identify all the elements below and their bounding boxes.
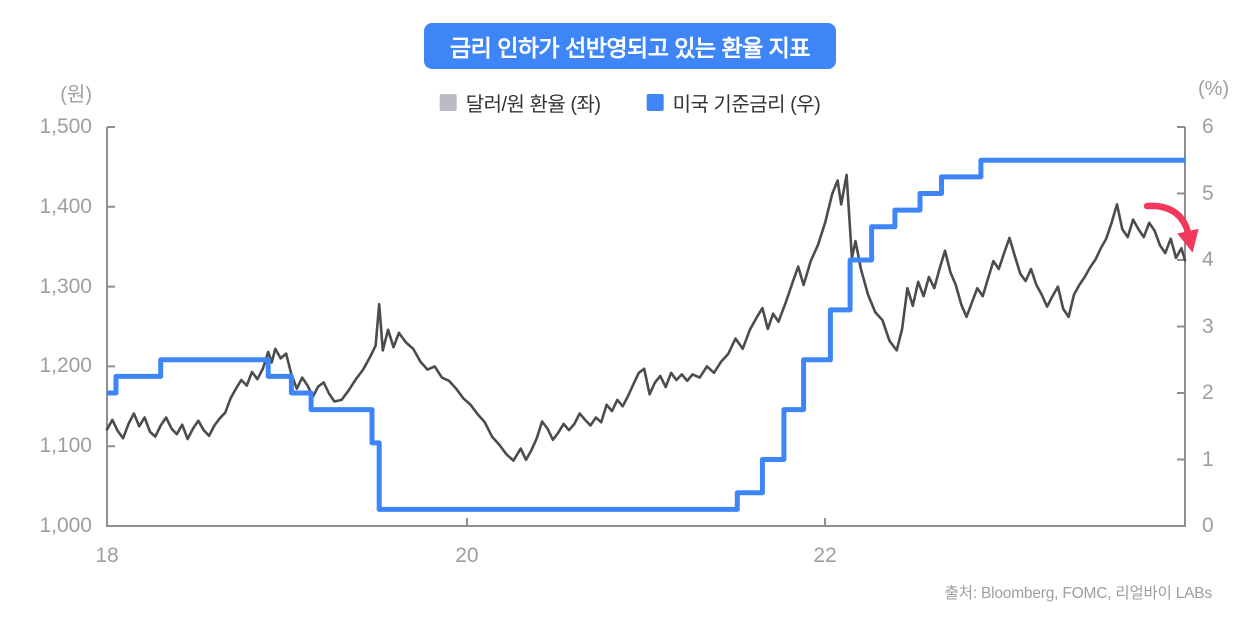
right-axis-tick-label: 1 (1202, 447, 1214, 471)
left-axis-tick-label: 1,100 (39, 434, 92, 458)
rate-cut-arrow-icon (1143, 202, 1199, 253)
left-axis-tick-label: 1,300 (39, 274, 92, 298)
right-axis-tick-label: 6 (1202, 115, 1214, 138)
right-axis-tick-label: 0 (1202, 514, 1214, 537)
x-axis-tick-label: 18 (95, 544, 119, 567)
right-axis-tick-label: 3 (1202, 314, 1214, 338)
legend-label-exchange-rate: 달러/원 환율 (좌) (465, 94, 601, 116)
x-axis-tick-label: 22 (813, 544, 837, 567)
exchange-rate-line (105, 173, 1187, 462)
right-axis-tick-label: 5 (1202, 181, 1214, 205)
axes (106, 126, 1186, 527)
legend-label-policy-rate: 미국 기준금리 (우) (672, 94, 821, 116)
left-axis-unit: (원) (60, 84, 92, 106)
policy-rate-swatch-icon (646, 94, 664, 111)
legend-item-exchange-rate: 달러/원 환율 (좌) (439, 88, 601, 117)
fed-rate-step-line (107, 157, 1185, 512)
exchange-rate-swatch-icon (439, 94, 457, 111)
right-axis-tick-label: 4 (1202, 248, 1214, 271)
chart-title: 금리 인하가 선반영되고 있는 환율 지표 (423, 23, 837, 69)
left-axis-tick-label: 1,500 (39, 115, 92, 138)
legend-item-policy-rate: 미국 기준금리 (우) (646, 88, 821, 117)
right-axis-unit: (%) (1198, 78, 1230, 100)
source-note: 출처: Bloomberg, FOMC, 리얼바이 LABs (944, 585, 1213, 602)
chart-legend: 달러/원 환율 (좌) 미국 기준금리 (우) (439, 88, 821, 117)
left-axis-tick-label: 1,000 (39, 514, 92, 537)
right-axis-tick-label: 2 (1202, 381, 1214, 404)
left-axis-tick-label: 1,200 (39, 354, 92, 378)
x-axis-tick-label: 20 (455, 544, 479, 567)
left-axis-tick-label: 1,400 (39, 194, 92, 218)
